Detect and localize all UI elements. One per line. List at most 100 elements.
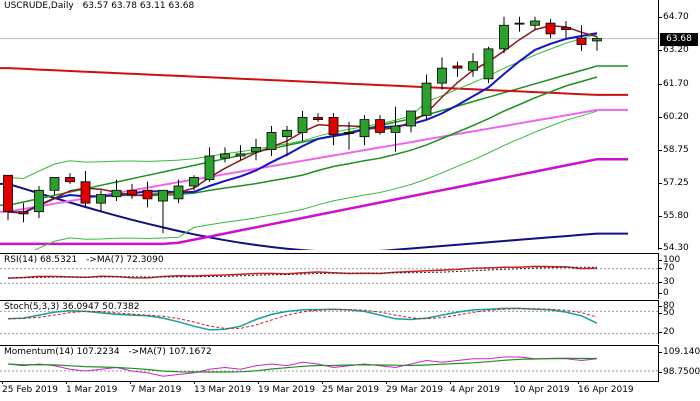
time-axis[interactable]: 25 Feb 2019 1 Mar 2019 7 Mar 2019 13 Mar… xyxy=(0,381,658,401)
momentum-panel[interactable]: Momentum(14) 107.2234 ->MA(7) 107.1672 xyxy=(0,345,659,382)
chart-header: USCRUDE,Daily 63.57 63.78 63.11 63.68 xyxy=(4,1,194,11)
candle-body xyxy=(111,189,122,198)
upper-band-line xyxy=(7,33,598,180)
candle-body xyxy=(592,38,602,42)
candle-body xyxy=(189,177,199,187)
date-label: 25 Mar 2019 xyxy=(322,381,380,395)
candle-body xyxy=(468,61,478,71)
rsi-tick: 30 xyxy=(658,277,675,287)
stoch-signal-line xyxy=(7,308,598,329)
candle-body xyxy=(545,22,556,35)
candle-body xyxy=(34,189,44,213)
candle-body xyxy=(359,119,370,138)
candle-body xyxy=(49,177,60,191)
stoch-main-line xyxy=(7,307,598,331)
stoch-tick: 20 xyxy=(658,327,675,337)
candle-body xyxy=(142,189,153,200)
ma-navy-line xyxy=(0,182,628,250)
lower-band-line xyxy=(33,110,598,250)
candle-body xyxy=(173,185,184,200)
momentum-value: Momentum(14) 107.2234 xyxy=(4,347,120,357)
candle-body xyxy=(328,117,339,135)
candle-body xyxy=(561,27,571,30)
ma-green-line xyxy=(0,65,628,207)
stoch-tick: 80 xyxy=(658,301,675,311)
rsi-chart[interactable] xyxy=(0,254,658,299)
candle-body xyxy=(375,119,385,133)
price-tick: 63.20 xyxy=(659,45,689,55)
date-label: 16 Apr 2019 xyxy=(578,381,634,395)
candle-body xyxy=(220,153,230,159)
candle-body xyxy=(514,22,525,25)
price-tick: 61.70 xyxy=(659,79,689,89)
date-label: 10 Apr 2019 xyxy=(514,381,570,395)
ohlc-readout: 63.57 63.78 63.11 63.68 xyxy=(82,1,195,11)
rsi-value: RSI(14) 68.5321 xyxy=(4,255,78,265)
candle-body xyxy=(297,117,308,133)
candle-body xyxy=(127,189,137,195)
candle-body xyxy=(96,194,106,204)
candle-body xyxy=(421,82,432,116)
momentum-chart[interactable] xyxy=(0,346,658,382)
stoch-title: Stoch(5,3,3) 36.0947 50.7382 xyxy=(4,302,140,312)
candle-body xyxy=(406,110,416,127)
stochastic-axis: 80 50 20 xyxy=(658,300,700,343)
price-tick: 58.75 xyxy=(659,145,689,155)
price-tick: 57.25 xyxy=(659,178,689,188)
date-label: 13 Mar 2019 xyxy=(194,381,252,395)
price-chart-panel[interactable]: USCRUDE,Daily 63.57 63.78 63.11 63.68 xyxy=(0,0,659,250)
candle-body xyxy=(313,117,323,120)
rsi-panel[interactable]: RSI(14) 68.5321 ->MA(7) 72.3090 xyxy=(0,253,659,299)
candle-body xyxy=(266,132,277,150)
rsi-tick: 0 xyxy=(659,288,669,298)
candle-body xyxy=(390,125,401,133)
candle-body xyxy=(65,177,75,183)
date-label: 7 Mar 2019 xyxy=(130,381,182,395)
symbol-label: USCRUDE,Daily xyxy=(4,1,74,11)
rsi-axis: 100 70 30 0 xyxy=(658,253,700,298)
candle-body xyxy=(204,155,215,180)
candle-body xyxy=(235,153,246,157)
rsi-tick: 70 xyxy=(658,263,675,273)
momentum-axis: 109.1400 98.7500 xyxy=(658,345,700,381)
price-tick: 54.30 xyxy=(659,243,689,253)
momentum-ma-value: ->MA(7) 107.1672 xyxy=(128,347,212,357)
price-tick: 55.80 xyxy=(659,211,689,221)
ma-red-line xyxy=(0,67,628,96)
ma-magenta-line xyxy=(0,157,628,246)
candle-body xyxy=(80,181,91,204)
momentum-ma-line xyxy=(7,357,597,373)
candle-body xyxy=(576,37,587,45)
ma-blue-line xyxy=(7,32,598,214)
candle-body xyxy=(499,24,509,50)
candle-body xyxy=(282,129,292,138)
date-label: 4 Apr 2019 xyxy=(450,381,500,395)
date-label: 19 Mar 2019 xyxy=(258,381,316,395)
candle-body xyxy=(483,48,494,80)
stochastic-chart[interactable] xyxy=(0,301,658,344)
price-tick: 60.20 xyxy=(659,112,689,122)
rsi-line xyxy=(7,265,598,279)
rsi-ma-value: ->MA(7) 72.3090 xyxy=(86,255,164,265)
stoch-tick: 50 xyxy=(658,308,675,318)
candle-body xyxy=(18,211,29,215)
stochastic-panel[interactable]: Stoch(5,3,3) 36.0947 50.7382 xyxy=(0,300,659,344)
middle-band-line xyxy=(7,76,598,214)
date-label: 1 Mar 2019 xyxy=(66,381,118,395)
rsi-title: RSI(14) 68.5321 ->MA(7) 72.3090 xyxy=(4,255,164,265)
price-tick: 64.70 xyxy=(659,12,689,22)
candle-body xyxy=(530,20,540,26)
price-chart[interactable] xyxy=(0,0,658,250)
date-label: 29 Mar 2019 xyxy=(386,381,444,395)
price-axis[interactable]: 64.70 63.20 61.70 60.20 58.75 57.25 55.8… xyxy=(659,0,700,253)
candle-body xyxy=(344,132,354,134)
candle-body xyxy=(158,189,168,202)
current-price-tag: 63.68 xyxy=(660,33,698,46)
momentum-title: Momentum(14) 107.2234 ->MA(7) 107.1672 xyxy=(4,347,212,357)
candle-body xyxy=(3,174,13,213)
candle-body xyxy=(452,65,463,69)
date-label: 25 Feb 2019 xyxy=(2,381,59,395)
rsi-tick: 100 xyxy=(658,255,681,265)
momentum-tick: 109.1400 xyxy=(659,347,700,357)
